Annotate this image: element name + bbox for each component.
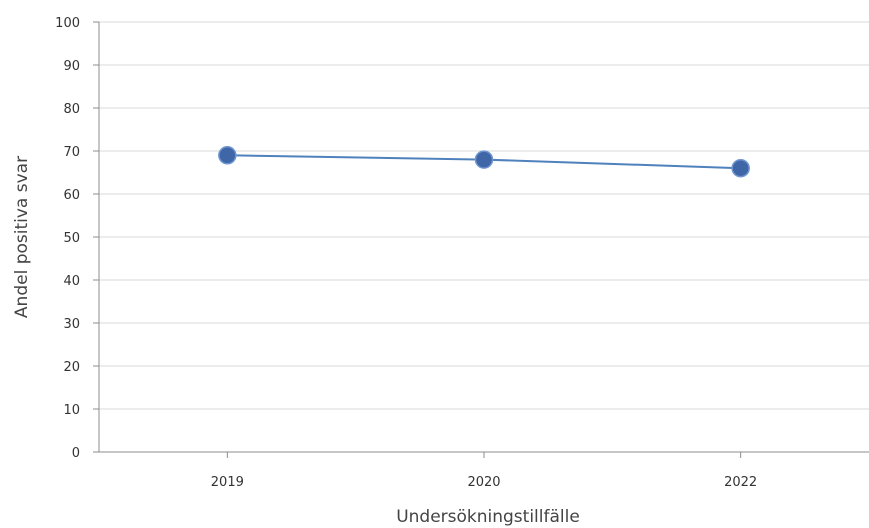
y-tick-label: 10 [63, 403, 80, 418]
y-tick-label: 90 [63, 59, 80, 74]
x-axis-title: Undersökningstillfälle [396, 507, 580, 527]
x-tick-label: 2022 [724, 475, 757, 490]
y-tick-label: 50 [63, 231, 80, 246]
y-tick-label: 60 [63, 188, 80, 203]
y-tick-labels: 0 10 20 30 40 50 60 70 80 90 100 [55, 16, 80, 461]
data-point [731, 158, 750, 178]
axes [98, 22, 869, 453]
y-tick-label: 100 [55, 16, 80, 31]
data-point [218, 146, 237, 165]
data-point [474, 150, 494, 169]
y-tick-label: 20 [63, 360, 80, 375]
y-tick-label: 0 [72, 446, 80, 461]
y-tick-label: 30 [63, 317, 80, 332]
grid-lines [93, 21, 869, 458]
y-tick-label: 80 [63, 102, 80, 117]
x-tick-labels: 2019 2020 2022 [211, 475, 757, 490]
x-tick-label: 2020 [467, 475, 500, 490]
series-group [218, 146, 750, 178]
y-tick-label: 40 [63, 274, 80, 289]
x-tick-label: 2019 [211, 475, 244, 490]
y-tick-label: 70 [63, 145, 80, 160]
y-axis-title: Andel positiva svar [12, 156, 32, 318]
